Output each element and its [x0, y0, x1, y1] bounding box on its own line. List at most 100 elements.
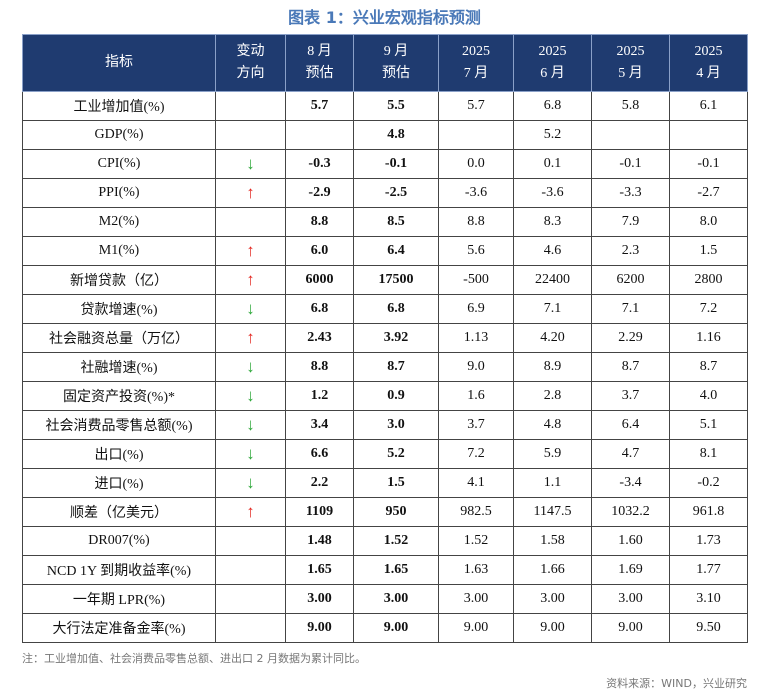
value-cell: -2.7	[669, 178, 748, 208]
header-line: 变动	[236, 44, 265, 59]
value-cell: -2.9	[285, 178, 354, 208]
direction-cell: ↑	[215, 323, 286, 353]
value-cell: 6.4	[591, 410, 670, 440]
header-cell: 2025 4 月	[669, 34, 748, 92]
direction-cell: ↑	[215, 236, 286, 266]
value-cell: 9.00	[591, 613, 670, 643]
value-cell: 1.13	[438, 323, 514, 353]
direction-cell	[215, 613, 286, 643]
row-label: 进口(%)	[22, 468, 216, 498]
value-cell: 6.8	[513, 91, 592, 121]
value-cell: 4.8	[513, 410, 592, 440]
value-cell: 8.8	[285, 207, 354, 237]
value-cell	[285, 120, 354, 150]
header-line: 指标	[105, 55, 133, 70]
value-cell: 7.1	[513, 294, 592, 324]
row-label: 出口(%)	[22, 439, 216, 469]
table-row: 顺差（亿美元） ↑ 1109 950 982.5 1147.5 1032.2 961.8	[22, 497, 748, 527]
value-cell: -0.1	[669, 149, 748, 179]
table-body: 工业增加值(%) 5.7 5.5 5.7 6.8 5.8 6.1 GDP(%) 4.8 5.2 CP…	[22, 91, 748, 643]
row-label: 社会消费品零售总额(%)	[22, 410, 216, 440]
value-cell: -3.4	[591, 468, 670, 498]
table-row: NCD 1Y 到期收益率(%) 1.65 1.65 1.63 1.66 1.69 1.77	[22, 555, 748, 585]
note: 注：工业增加值、社会消费品零售总额、进出口 2 月数据为累计同比。	[22, 652, 366, 665]
value-cell: 0.0	[438, 149, 514, 179]
value-cell: 5.2	[353, 439, 439, 469]
header-line: 5 月	[618, 66, 643, 81]
direction-cell: ↓	[215, 410, 286, 440]
value-cell: 7.9	[591, 207, 670, 237]
value-cell: 8.7	[591, 352, 670, 382]
value-cell: 2.29	[591, 323, 670, 353]
value-cell: 1.58	[513, 526, 592, 556]
value-cell: 7.1	[591, 294, 670, 324]
value-cell: 0.1	[513, 149, 592, 179]
table-row: DR007(%) 1.48 1.52 1.52 1.58 1.60 1.73	[22, 526, 748, 556]
direction-cell: ↓	[215, 149, 286, 179]
direction-cell: ↓	[215, 468, 286, 498]
value-cell: 8.7	[669, 352, 748, 382]
header-line: 2025	[694, 44, 723, 59]
value-cell: 6.4	[353, 236, 439, 266]
value-cell: 1.16	[669, 323, 748, 353]
direction-cell	[215, 91, 286, 121]
header-cell: 8 月预估	[285, 34, 354, 92]
value-cell: 3.92	[353, 323, 439, 353]
header-line: 2025	[616, 44, 645, 59]
table-row: PPI(%) ↑ -2.9 -2.5 -3.6 -3.6 -3.3 -2.7	[22, 178, 748, 208]
header-line: 4 月	[696, 66, 721, 81]
value-cell: 5.7	[438, 91, 514, 121]
row-label: 一年期 LPR(%)	[22, 584, 216, 614]
value-cell: 8.8	[438, 207, 514, 237]
value-cell: -0.1	[591, 149, 670, 179]
value-cell: 4.6	[513, 236, 592, 266]
value-cell: 5.1	[669, 410, 748, 440]
direction-cell: ↓	[215, 352, 286, 382]
value-cell: 7.2	[669, 294, 748, 324]
value-cell: 1.65	[353, 555, 439, 585]
value-cell: 2.3	[591, 236, 670, 266]
header-line: 6 月	[540, 66, 565, 81]
value-cell: 6.8	[353, 294, 439, 324]
table-row: 出口(%) ↓ 6.6 5.2 7.2 5.9 4.7 8.1	[22, 439, 748, 469]
header-cell: 9 月预估	[353, 34, 439, 92]
row-label: 顺差（亿美元）	[22, 497, 216, 527]
value-cell: 6.1	[669, 91, 748, 121]
value-cell: -0.3	[285, 149, 354, 179]
header-cell: 2025 6 月	[513, 34, 592, 92]
value-cell: 5.8	[591, 91, 670, 121]
row-label: 新增贷款（亿）	[22, 265, 216, 295]
value-cell: 6000	[285, 265, 354, 295]
value-cell: 4.0	[669, 381, 748, 411]
value-cell: 6.9	[438, 294, 514, 324]
value-cell: 9.00	[285, 613, 354, 643]
table-row: 一年期 LPR(%) 3.00 3.00 3.00 3.00 3.00 3.10	[22, 584, 748, 614]
table-row: 固定资产投资(%)* ↓ 1.2 0.9 1.6 2.8 3.7 4.0	[22, 381, 748, 411]
row-label: PPI(%)	[22, 178, 216, 208]
value-cell: 6200	[591, 265, 670, 295]
source: 资料来源：WIND，兴业研究	[606, 677, 747, 690]
table-row: 工业增加值(%) 5.7 5.5 5.7 6.8 5.8 6.1	[22, 91, 748, 121]
direction-cell	[215, 207, 286, 237]
value-cell: 8.8	[285, 352, 354, 382]
value-cell: 1.52	[353, 526, 439, 556]
header-cell: 2025 7 月	[438, 34, 514, 92]
value-cell: 982.5	[438, 497, 514, 527]
value-cell: 950	[353, 497, 439, 527]
value-cell: 961.8	[669, 497, 748, 527]
value-cell: 5.7	[285, 91, 354, 121]
value-cell: 8.7	[353, 352, 439, 382]
value-cell: 5.2	[513, 120, 592, 150]
header-line: 预估	[382, 66, 410, 81]
table-row: 社会消费品零售总额(%) ↓ 3.4 3.0 3.7 4.8 6.4 5.1	[22, 410, 748, 440]
value-cell: 3.00	[285, 584, 354, 614]
row-label: 贷款增速(%)	[22, 294, 216, 324]
row-label: 工业增加值(%)	[22, 91, 216, 121]
row-label: 固定资产投资(%)*	[22, 381, 216, 411]
value-cell	[591, 120, 670, 150]
direction-cell	[215, 120, 286, 150]
value-cell: 3.00	[513, 584, 592, 614]
direction-cell: ↓	[215, 294, 286, 324]
value-cell: 5.6	[438, 236, 514, 266]
